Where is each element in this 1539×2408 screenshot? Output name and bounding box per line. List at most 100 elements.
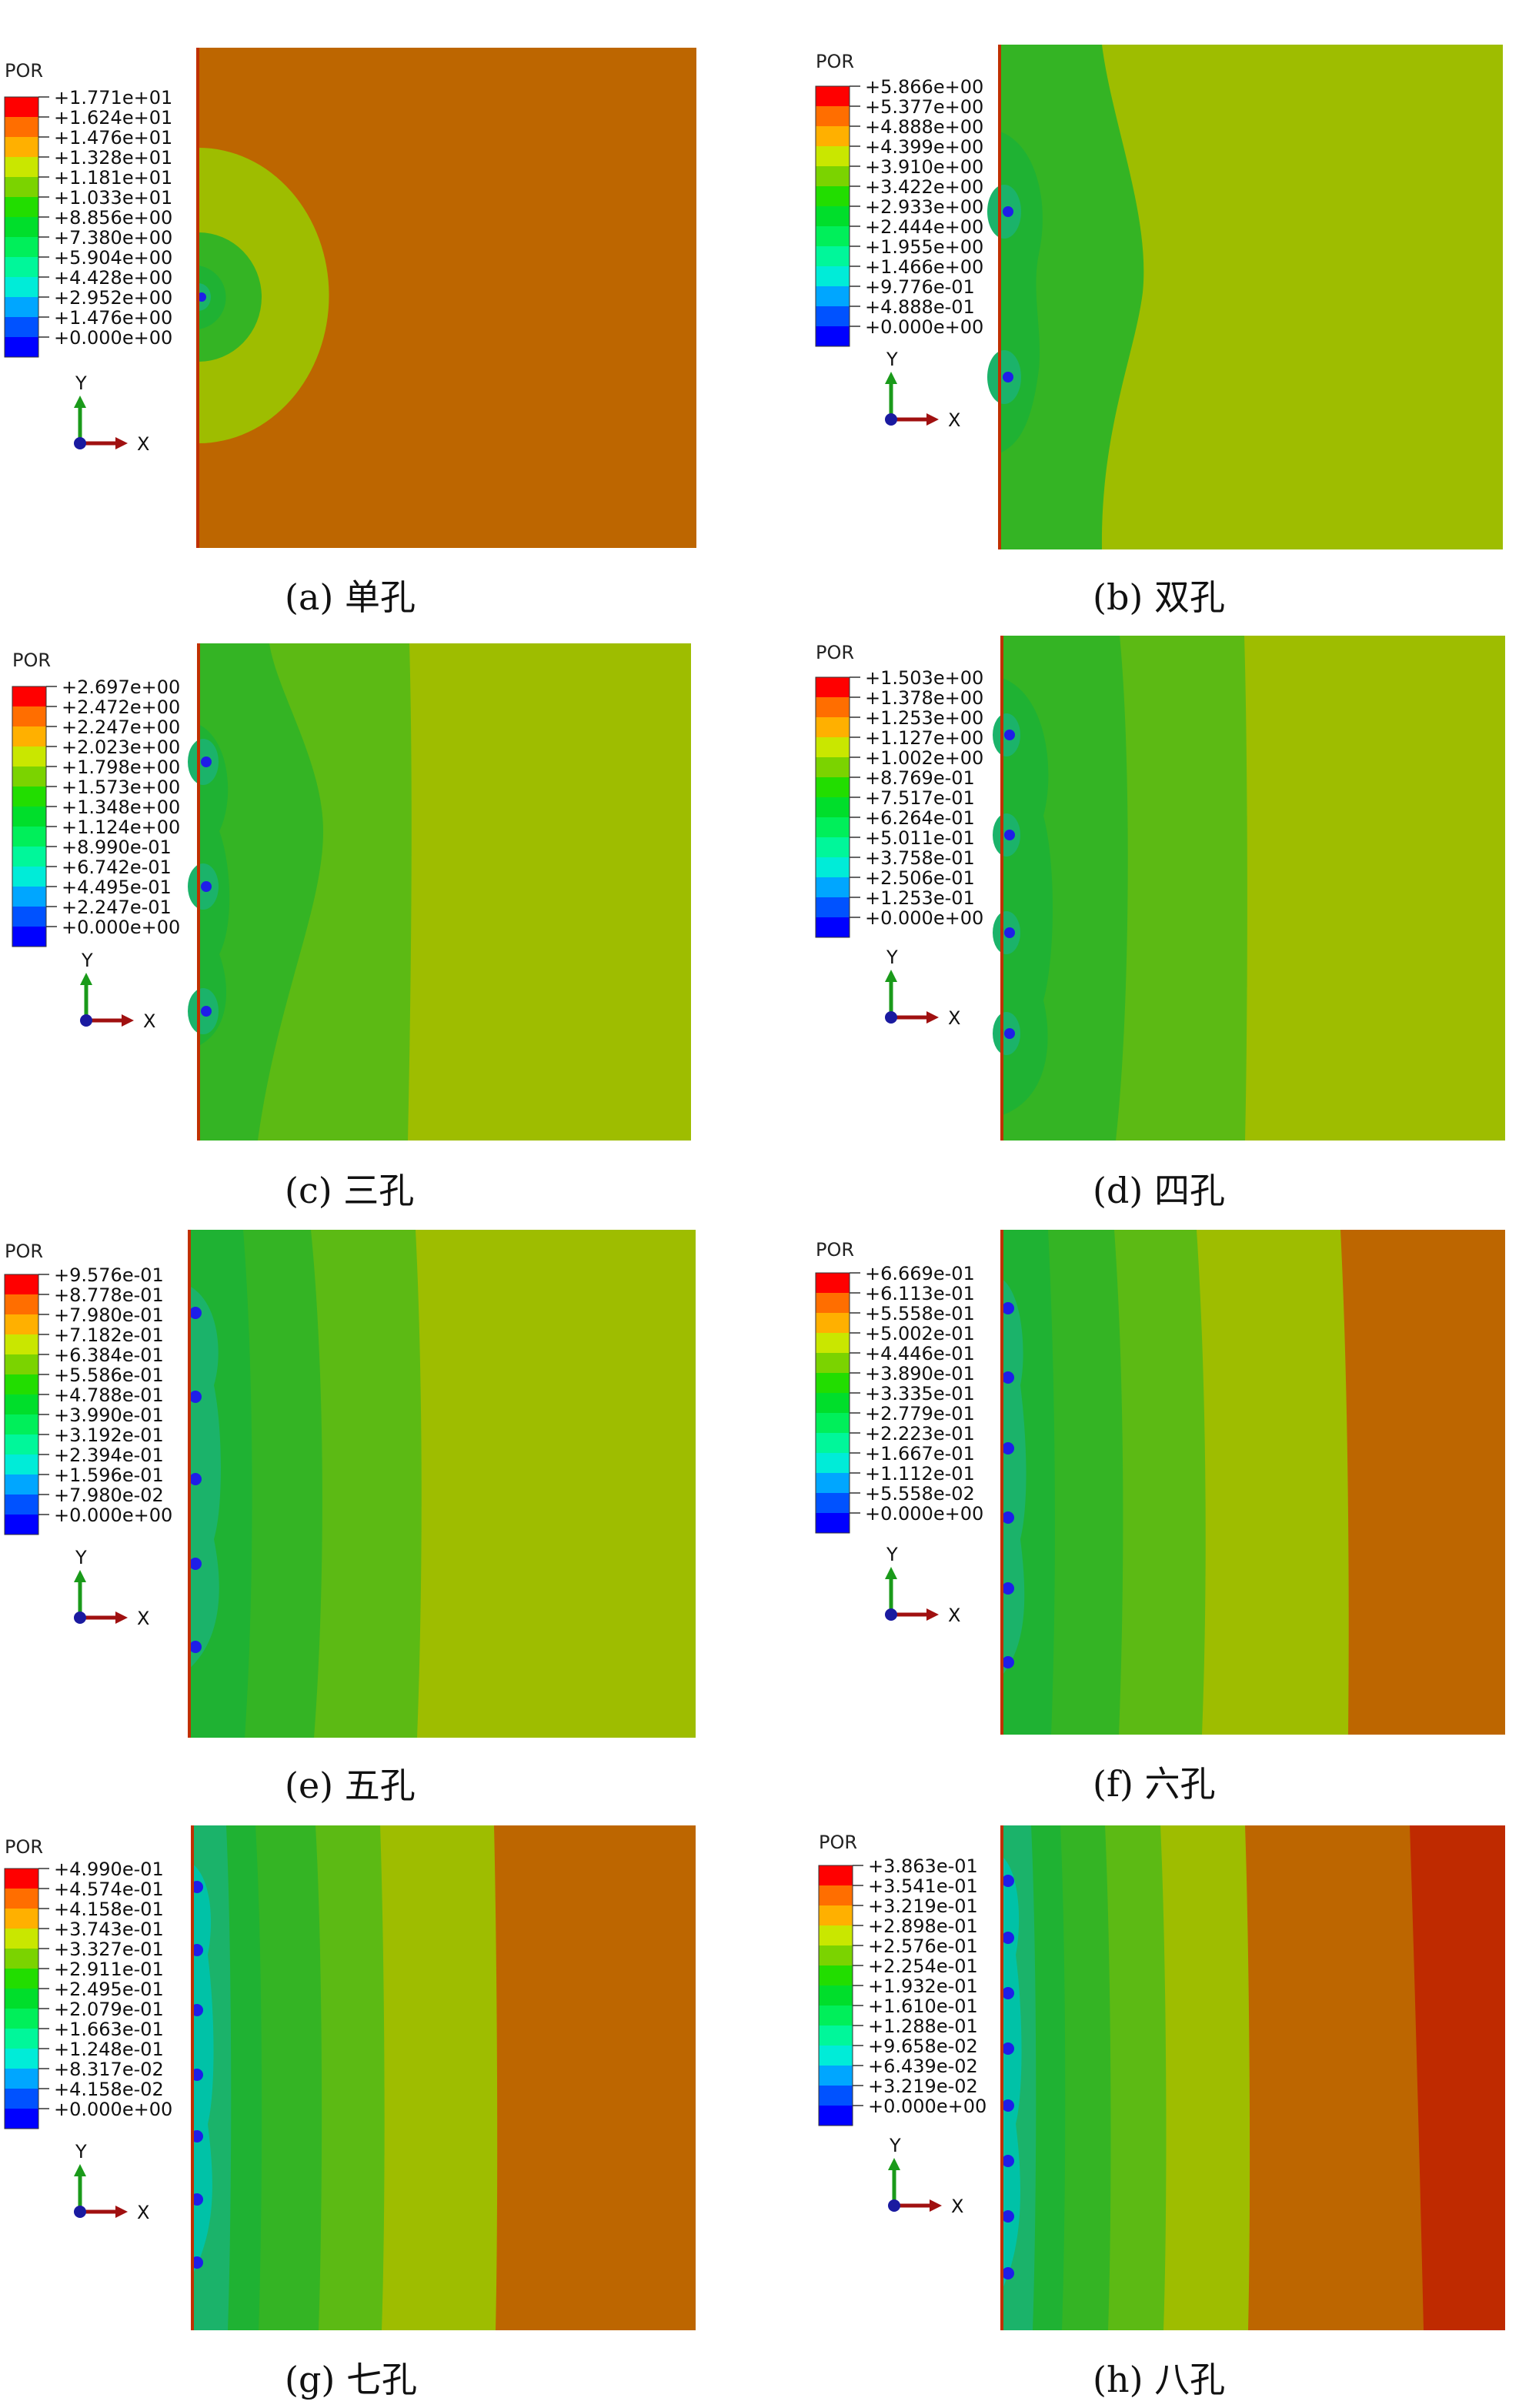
legend-value: +2.247e+00: [62, 716, 180, 738]
legend-swatch: [5, 197, 38, 217]
triad: Y X: [74, 2141, 149, 2223]
legend-swatch: [819, 1865, 853, 1885]
x-axis-label: X: [948, 409, 960, 431]
legend-swatch: [816, 1293, 850, 1313]
legend-swatch: [816, 126, 850, 146]
legend-swatch: [816, 306, 850, 326]
legend-swatch: [5, 1949, 38, 1969]
legend-value: +2.223e-01: [865, 1423, 975, 1444]
panel-caption: (b) 双孔: [1093, 576, 1225, 618]
panel-d: POR +1.503e+00+1.378e+00+1.253e+00+1.127…: [815, 636, 1505, 1211]
legend-value: +5.586e-01: [54, 1364, 164, 1386]
legend-value: +2.247e-01: [62, 897, 172, 918]
legend-title: POR: [816, 51, 854, 72]
legend-value: +1.476e+01: [54, 127, 172, 149]
legend-swatch: [816, 86, 850, 106]
legend-value: +4.158e-01: [54, 1899, 164, 1920]
legend-swatch: [5, 1889, 38, 1909]
panel-e: POR +9.576e-01+8.778e-01+7.980e-01+7.182…: [4, 1230, 696, 1806]
legend-value: +7.182e-01: [54, 1324, 164, 1346]
legend-swatch: [5, 277, 38, 297]
legend-value: +9.576e-01: [54, 1264, 164, 1286]
triad: Y X: [885, 349, 960, 431]
x-axis-label: X: [948, 1605, 960, 1626]
x-axis-label: X: [143, 1010, 155, 1032]
legend-swatch: [819, 2106, 853, 2126]
y-axis-label: Y: [886, 349, 898, 370]
legend-swatch: [816, 857, 850, 877]
legend-swatch: [5, 2109, 38, 2129]
legend-value: +2.933e+00: [865, 196, 983, 218]
legend-swatch: [819, 2086, 853, 2106]
legend-swatch: [5, 1515, 38, 1535]
x-axis-label: X: [137, 2202, 149, 2223]
legend-swatch: [816, 697, 850, 717]
legend-value: +3.990e-01: [54, 1404, 164, 1426]
contour-plot: [1000, 1230, 1505, 1735]
legend-value: +2.254e-01: [868, 1955, 978, 1977]
legend-value: +0.000e+00: [54, 2099, 172, 2120]
legend-value: +1.378e+00: [865, 687, 983, 709]
legend-value: +1.124e+00: [62, 817, 180, 838]
legend-value: +0.000e+00: [868, 2096, 986, 2117]
legend-value: +2.779e-01: [865, 1403, 975, 1424]
legend-swatch: [12, 807, 46, 827]
panel-a: POR +1.771e+01+1.624e+01+1.476e+01+1.328…: [4, 48, 696, 618]
legend-swatch: [12, 766, 46, 787]
legend-value: +1.932e-01: [868, 1975, 978, 1997]
legend-swatch: [5, 2049, 38, 2069]
legend-swatch: [819, 1925, 853, 1945]
legend-values: +4.990e-01+4.574e-01+4.158e-01+3.743e-01…: [38, 1859, 172, 2120]
legend-value: +1.033e+01: [54, 187, 172, 209]
panel-caption: (h) 八孔: [1093, 2359, 1225, 2400]
legend-values: +5.866e+00+5.377e+00+4.888e+00+4.399e+00…: [850, 76, 983, 338]
contour-plot: [1000, 1825, 1505, 2330]
legend-value: +5.011e-01: [865, 827, 975, 849]
x-axis-label: X: [137, 433, 149, 455]
legend-swatch: [819, 2066, 853, 2086]
legend-value: +3.863e-01: [868, 1855, 978, 1877]
legend-swatch: [819, 2006, 853, 2026]
legend-value: +0.000e+00: [865, 907, 983, 929]
legend-swatch: [5, 1909, 38, 1929]
legend-swatch: [816, 246, 850, 266]
legend-swatch: [819, 1965, 853, 1986]
legend-swatch: [816, 1333, 850, 1353]
legend-swatch: [816, 877, 850, 897]
legend-swatch: [12, 706, 46, 726]
legend-swatch: [816, 1373, 850, 1393]
contour-plot: [191, 1825, 696, 2330]
legend-value: +1.288e-01: [868, 2016, 978, 2037]
legend-value: +3.219e-02: [868, 2076, 978, 2097]
legend-swatch: [816, 1513, 850, 1533]
legend-value: +0.000e+00: [865, 316, 983, 338]
legend-value: +2.495e-01: [54, 1979, 164, 2000]
legend-value: +5.377e+00: [865, 96, 983, 118]
legend-swatch: [12, 787, 46, 807]
legend-swatch: [816, 1493, 850, 1513]
legend-value: +3.219e-01: [868, 1895, 978, 1917]
legend-value: +2.911e-01: [54, 1959, 164, 1980]
legend-swatch: [816, 1353, 850, 1373]
legend-values: +9.576e-01+8.778e-01+7.980e-01+7.182e-01…: [38, 1264, 172, 1526]
panel-h: POR +3.863e-01+3.541e-01+3.219e-01+2.898…: [818, 1825, 1505, 2400]
legend-swatch: [12, 746, 46, 766]
legend-value: +0.000e+00: [865, 1503, 983, 1525]
legend-swatch: [5, 97, 38, 117]
legend-colorbar: [12, 686, 47, 947]
legend-swatch: [816, 1453, 850, 1473]
legend-swatch: [816, 106, 850, 126]
legend-value: +0.000e+00: [62, 917, 180, 938]
legend-value: +0.000e+00: [54, 1505, 172, 1526]
contour-plot: [188, 643, 691, 1141]
legend-swatch: [5, 1294, 38, 1314]
legend-swatch: [816, 1413, 850, 1433]
legend-swatch: [12, 726, 46, 746]
legend-swatch: [5, 237, 38, 257]
legend-value: +1.253e+00: [865, 707, 983, 729]
legend-swatch: [5, 1394, 38, 1414]
legend-swatch: [5, 177, 38, 197]
legend-value: +7.980e-02: [54, 1485, 164, 1506]
legend-value: +1.348e+00: [62, 797, 180, 818]
